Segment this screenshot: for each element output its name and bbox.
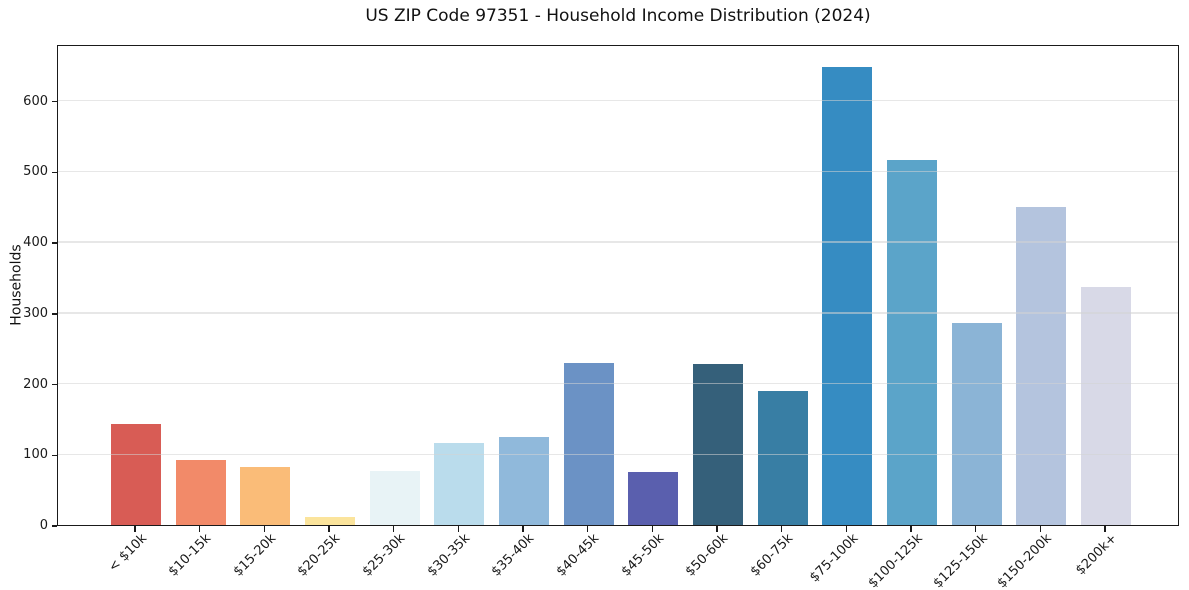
x-tick-label-45-50k: $45-50k <box>618 531 667 580</box>
bar-50-60k <box>693 363 744 525</box>
y-tick-mark <box>51 313 57 315</box>
x-tick-mark <box>134 526 136 532</box>
x-tick-label-150-200k: $150-200k <box>994 531 1055 590</box>
x-tick-mark <box>522 526 524 532</box>
x-tick-label-200k: $200k+ <box>1072 531 1120 579</box>
x-tick-label-30-35k: $30-35k <box>424 531 473 580</box>
x-tick-label-125-150k: $125-150k <box>930 531 991 590</box>
chart-title: US ZIP Code 97351 - Household Income Dis… <box>365 6 871 26</box>
x-tick-label-15-20k: $15-20k <box>230 531 279 580</box>
bar-45-50k <box>628 471 679 525</box>
x-tick-mark <box>457 526 460 532</box>
bar-15-20k <box>240 467 291 525</box>
x-tick-mark <box>392 526 395 532</box>
y-tick-label: 100 <box>23 447 48 463</box>
bar-150-200k <box>1016 206 1067 525</box>
x-tick-label-50-60k: $50-60k <box>683 531 732 580</box>
bar-100-125k <box>887 160 938 525</box>
x-tick-mark <box>1039 526 1042 532</box>
y-tick-mark <box>51 171 57 174</box>
x-tick-label-75-100k: $75-100k <box>806 531 861 586</box>
x-tick-mark <box>651 526 654 532</box>
bar-40-45k <box>563 363 614 525</box>
x-tick-mark <box>1104 526 1106 532</box>
x-tick-mark <box>263 526 266 532</box>
bar-125-150k <box>951 322 1002 525</box>
x-tick-label-100-125k: $100-125k <box>865 531 926 590</box>
x-tick-mark <box>716 526 718 532</box>
bar-35-40k <box>499 437 550 525</box>
y-tick-label: 400 <box>23 235 48 251</box>
x-tick-label-60-75k: $60-75k <box>747 531 797 580</box>
y-tick-mark <box>51 242 57 244</box>
x-tick-mark <box>328 526 330 532</box>
y-tick-label: 200 <box>23 376 48 392</box>
y-tick-mark <box>51 383 57 386</box>
plot-area <box>57 45 1179 526</box>
bar-20-25k <box>305 516 355 525</box>
x-tick-label-10-15k: $10-15k <box>165 531 215 580</box>
bar-75-100k <box>822 66 873 525</box>
bar-10-15k <box>175 459 226 525</box>
bar-10k <box>111 423 161 525</box>
y-tick-label: 0 <box>39 518 48 533</box>
x-tick-label-10k: < $10k <box>105 531 150 576</box>
y-tick-mark <box>51 525 57 527</box>
x-tick-label-35-40k: $35-40k <box>489 531 538 580</box>
x-tick-mark <box>780 526 783 532</box>
x-tick-label-25-30k: $25-30k <box>359 531 409 580</box>
y-tick-label: 600 <box>23 93 48 109</box>
bar-200k <box>1081 286 1132 525</box>
x-tick-mark <box>198 526 201 532</box>
bar-60-75k <box>757 390 808 525</box>
x-tick-label-40-45k: $40-45k <box>553 531 603 580</box>
y-tick-mark <box>51 100 57 103</box>
x-tick-mark <box>974 526 977 532</box>
y-tick-mark <box>51 454 57 456</box>
y-tick-label: 300 <box>23 305 48 321</box>
bars-layer <box>58 46 1178 525</box>
bar-25-30k <box>369 470 420 525</box>
x-tick-label-20-25k: $20-25k <box>295 531 344 580</box>
x-tick-mark <box>586 526 589 532</box>
x-tick-mark <box>845 526 848 532</box>
bar-30-35k <box>434 442 485 525</box>
y-tick-label: 500 <box>23 164 48 180</box>
x-tick-mark <box>910 526 912 532</box>
